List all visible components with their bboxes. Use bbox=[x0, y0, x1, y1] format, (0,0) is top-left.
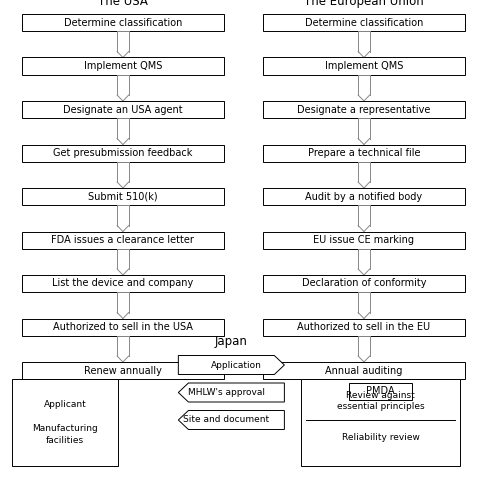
Text: Determine classification: Determine classification bbox=[305, 18, 423, 28]
Bar bbox=[263, 14, 465, 31]
Text: FDA issues a clearance letter: FDA issues a clearance letter bbox=[52, 235, 194, 245]
Bar bbox=[263, 275, 465, 292]
Text: Designate an USA agent: Designate an USA agent bbox=[63, 104, 183, 115]
Bar bbox=[22, 362, 224, 379]
Text: EU issue CE marking: EU issue CE marking bbox=[313, 235, 415, 245]
Bar bbox=[263, 232, 465, 248]
Text: Implement QMS: Implement QMS bbox=[325, 61, 403, 71]
Bar bbox=[22, 14, 224, 31]
Text: Get presubmission feedback: Get presubmission feedback bbox=[53, 148, 193, 158]
Bar bbox=[22, 188, 224, 205]
Text: Authorized to sell in the USA: Authorized to sell in the USA bbox=[53, 322, 193, 332]
Bar bbox=[263, 101, 465, 118]
Polygon shape bbox=[178, 383, 284, 402]
Bar bbox=[263, 58, 465, 74]
Text: Prepare a technical file: Prepare a technical file bbox=[308, 148, 420, 158]
Text: MHLW's approval: MHLW's approval bbox=[188, 388, 265, 397]
Text: Reliability review: Reliability review bbox=[342, 433, 420, 442]
Text: Annual auditing: Annual auditing bbox=[325, 366, 402, 376]
Text: Applicant

Manufacturing
facilities: Applicant Manufacturing facilities bbox=[32, 400, 98, 444]
Bar bbox=[22, 232, 224, 248]
Text: Designate a representative: Designate a representative bbox=[297, 104, 430, 115]
Text: Japan: Japan bbox=[215, 334, 248, 347]
Text: Review against
essential principles: Review against essential principles bbox=[337, 390, 425, 411]
Bar bbox=[22, 101, 224, 118]
Text: Authorized to sell in the EU: Authorized to sell in the EU bbox=[297, 322, 430, 332]
Text: Determine classification: Determine classification bbox=[64, 18, 182, 28]
Text: Site and document: Site and document bbox=[184, 416, 269, 424]
Text: Submit 510(k): Submit 510(k) bbox=[88, 192, 158, 202]
Bar bbox=[22, 144, 224, 162]
Bar bbox=[349, 383, 412, 400]
Text: The USA: The USA bbox=[98, 0, 148, 8]
Bar bbox=[263, 188, 465, 205]
Bar bbox=[301, 379, 460, 466]
Text: Renew annually: Renew annually bbox=[84, 366, 162, 376]
Bar bbox=[22, 58, 224, 74]
Bar bbox=[22, 318, 224, 336]
Text: PMDA: PMDA bbox=[366, 386, 395, 396]
Text: Application: Application bbox=[211, 360, 262, 370]
Text: Audit by a notified body: Audit by a notified body bbox=[306, 192, 422, 202]
Bar bbox=[263, 318, 465, 336]
Bar bbox=[263, 362, 465, 379]
Text: List the device and company: List the device and company bbox=[52, 278, 194, 288]
Bar bbox=[12, 379, 118, 466]
Polygon shape bbox=[178, 356, 284, 374]
Text: Declaration of conformity: Declaration of conformity bbox=[302, 278, 426, 288]
Text: The European Union: The European Union bbox=[304, 0, 424, 8]
Bar bbox=[263, 144, 465, 162]
Bar bbox=[22, 275, 224, 292]
Text: Implement QMS: Implement QMS bbox=[84, 61, 162, 71]
Polygon shape bbox=[178, 410, 284, 430]
